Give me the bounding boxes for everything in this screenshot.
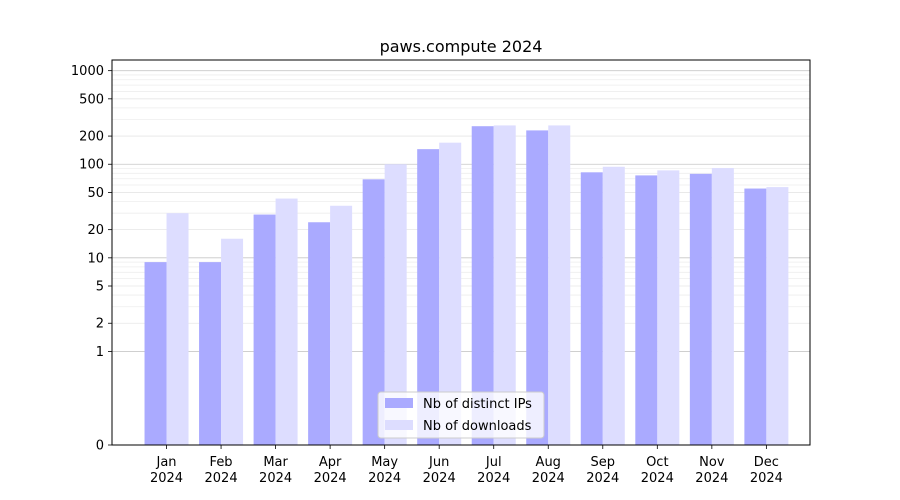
- x-tick-label: Dec 2024: [750, 455, 783, 486]
- y-tick-label: 500: [79, 92, 104, 107]
- bar-distinct-ips: [362, 179, 385, 445]
- x-tick-label: Nov 2024: [695, 455, 728, 486]
- bar-distinct-ips: [471, 126, 494, 445]
- bar-downloads: [330, 205, 353, 445]
- x-tick-label: Jan 2024: [150, 455, 183, 486]
- bar-distinct-ips: [199, 262, 222, 445]
- bar-downloads: [548, 125, 571, 445]
- bar-downloads: [711, 168, 734, 445]
- y-axis: 0 1 2 5 10 20 50 100 200 500 1000: [71, 64, 112, 454]
- y-tick-label: 1000: [71, 64, 104, 79]
- legend-swatch-downloads: [385, 420, 413, 430]
- bar-distinct-ips: [580, 172, 603, 446]
- y-tick-label: 10: [87, 251, 104, 266]
- legend-label-distinct-ips: Nb of distinct IPs: [423, 397, 532, 412]
- y-tick-label: 100: [79, 158, 104, 173]
- x-tick-label: Sep 2024: [586, 455, 619, 486]
- x-axis: Jan 2024 Feb 2024 Mar 2024 Apr 2024 May 2024 Jun 20…: [150, 445, 783, 486]
- y-tick-label: 1: [96, 345, 104, 360]
- bar-distinct-ips: [635, 175, 658, 445]
- bar-downloads: [221, 238, 244, 445]
- y-tick-label: 5: [96, 280, 104, 295]
- bars: [144, 125, 789, 446]
- y-tick-label: 20: [87, 223, 104, 238]
- x-tick-label: May 2024: [368, 455, 401, 486]
- x-tick-label: Feb 2024: [205, 455, 238, 486]
- x-tick-label: Apr 2024: [314, 455, 347, 486]
- x-tick-label: Aug 2024: [532, 455, 565, 486]
- legend-box: [377, 391, 545, 439]
- bar-distinct-ips: [144, 262, 167, 445]
- bar-downloads: [602, 166, 625, 446]
- legend-label-downloads: Nb of downloads: [423, 419, 532, 434]
- bar-distinct-ips: [253, 214, 276, 445]
- y-tick-label: 50: [87, 186, 104, 201]
- chart-title: paws.compute 2024: [380, 37, 543, 56]
- bar-downloads: [384, 164, 407, 445]
- plot-frame: [111, 59, 811, 446]
- x-tick-label: Jun 2024: [423, 455, 456, 486]
- y-tick-label: 200: [79, 130, 104, 145]
- bar-downloads: [766, 187, 789, 445]
- bar-downloads: [275, 198, 298, 445]
- bar-downloads: [493, 125, 516, 445]
- bar-distinct-ips: [526, 130, 549, 446]
- y-tick-label: 0: [96, 439, 104, 454]
- y-tick-label: 2: [96, 317, 104, 332]
- x-tick-label: Mar 2024: [259, 455, 292, 486]
- bar-distinct-ips: [689, 173, 712, 446]
- bar-downloads: [439, 142, 462, 445]
- legend: Nb of distinct IPs Nb of downloads: [377, 391, 545, 439]
- legend-swatch-distinct-ips: [385, 398, 413, 408]
- bar-downloads: [166, 213, 189, 445]
- bar-distinct-ips: [308, 222, 331, 445]
- bar-downloads: [657, 170, 680, 445]
- x-tick-label: Jul 2024: [477, 455, 510, 486]
- bar-distinct-ips: [417, 149, 440, 445]
- bar-distinct-ips: [744, 188, 767, 445]
- x-tick-label: Oct 2024: [641, 455, 674, 486]
